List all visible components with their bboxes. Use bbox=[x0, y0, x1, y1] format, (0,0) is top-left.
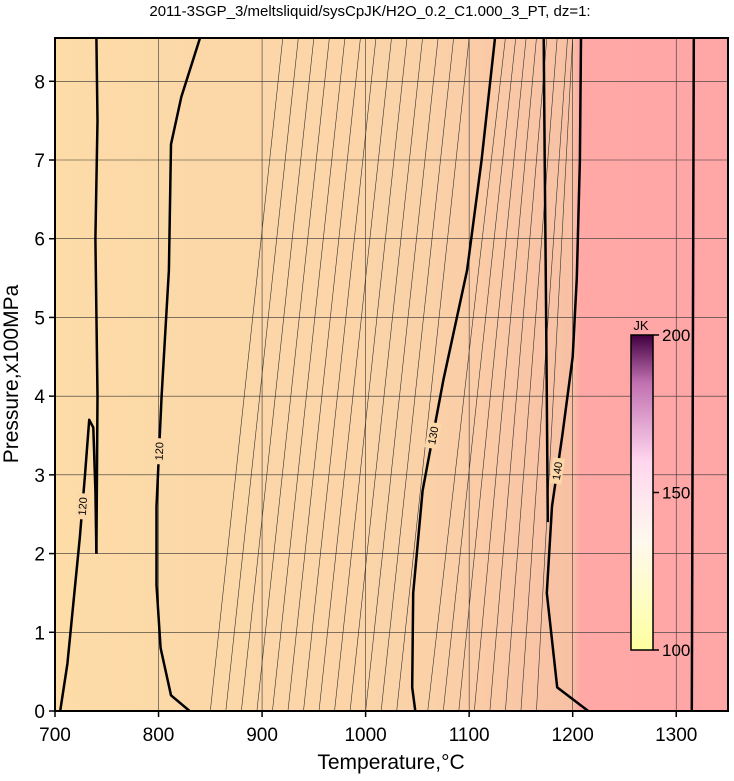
plot-frame bbox=[54, 37, 729, 712]
minor-contour bbox=[256, 38, 330, 711]
contour-label: 120 bbox=[77, 497, 90, 516]
colorbar-tick-label: 200 bbox=[662, 326, 690, 345]
x-tick-label: 800 bbox=[143, 725, 175, 746]
y-tick-label: 7 bbox=[34, 151, 45, 172]
minor-contour bbox=[318, 38, 392, 711]
y-tick-label: 8 bbox=[34, 72, 45, 93]
y-tick-label: 0 bbox=[34, 702, 45, 723]
minor-contour bbox=[458, 38, 527, 711]
minor-contour bbox=[489, 38, 548, 711]
minor-contour bbox=[365, 38, 439, 711]
x-tick-label: 1300 bbox=[655, 725, 697, 746]
y-tick-label: 1 bbox=[34, 623, 45, 644]
x-tick-label: 700 bbox=[39, 725, 71, 746]
contour-label-bg bbox=[75, 492, 90, 520]
contour-line bbox=[58, 418, 98, 711]
colorbar-tick-label: 150 bbox=[662, 484, 690, 503]
minor-contour bbox=[241, 38, 315, 711]
minor-contour bbox=[272, 38, 346, 711]
x-axis-label: Temperature,°C bbox=[317, 751, 464, 774]
minor-contour bbox=[287, 38, 361, 711]
minor-contour bbox=[303, 38, 377, 711]
x-tick-label: 1100 bbox=[449, 725, 490, 746]
contour-label: 140 bbox=[551, 461, 566, 481]
contour-label: 130 bbox=[426, 426, 441, 446]
contour-line bbox=[545, 38, 589, 711]
minor-contour bbox=[225, 38, 299, 711]
minor-contour bbox=[380, 38, 454, 711]
colorbar-tick-label: 100 bbox=[662, 641, 690, 660]
colorbar bbox=[630, 334, 654, 651]
contour-line bbox=[94, 38, 99, 554]
y-axis-label: Pressure,x100MPa bbox=[0, 284, 23, 463]
chart-title: 2011-3SGP_3/meltsliquid/sysCpJK/H2O_0.2_… bbox=[149, 3, 590, 20]
contour-label-bg bbox=[549, 457, 565, 485]
x-tick-label: 1200 bbox=[552, 725, 594, 746]
plot-area: 120 120 130 140 bbox=[55, 38, 728, 711]
contour-line bbox=[690, 38, 696, 711]
minor-contour bbox=[210, 38, 284, 711]
minor-contour bbox=[427, 38, 506, 711]
minor-contour bbox=[474, 38, 537, 711]
y-tick-label: 2 bbox=[34, 545, 45, 566]
contour-label-bg bbox=[424, 421, 442, 450]
y-tick-label: 5 bbox=[34, 308, 45, 329]
x-tick-label: 900 bbox=[246, 725, 278, 746]
plot-background bbox=[55, 38, 728, 711]
contour-label: 120 bbox=[154, 442, 167, 461]
y-tick-label: 3 bbox=[34, 466, 45, 487]
y-tick-label: 4 bbox=[34, 387, 45, 408]
minor-contour bbox=[442, 38, 517, 711]
minor-contour bbox=[349, 38, 423, 711]
y-tick-label: 6 bbox=[34, 230, 45, 251]
contour-label-bg bbox=[152, 437, 166, 465]
minor-contour bbox=[396, 38, 470, 711]
minor-contour bbox=[536, 38, 573, 711]
minor-contour bbox=[505, 38, 558, 711]
x-tick-label: 1000 bbox=[344, 725, 386, 746]
minor-contour bbox=[334, 38, 408, 711]
colorbar-label: JK bbox=[633, 318, 649, 333]
minor-contour bbox=[520, 38, 568, 711]
contour-line bbox=[542, 38, 550, 523]
